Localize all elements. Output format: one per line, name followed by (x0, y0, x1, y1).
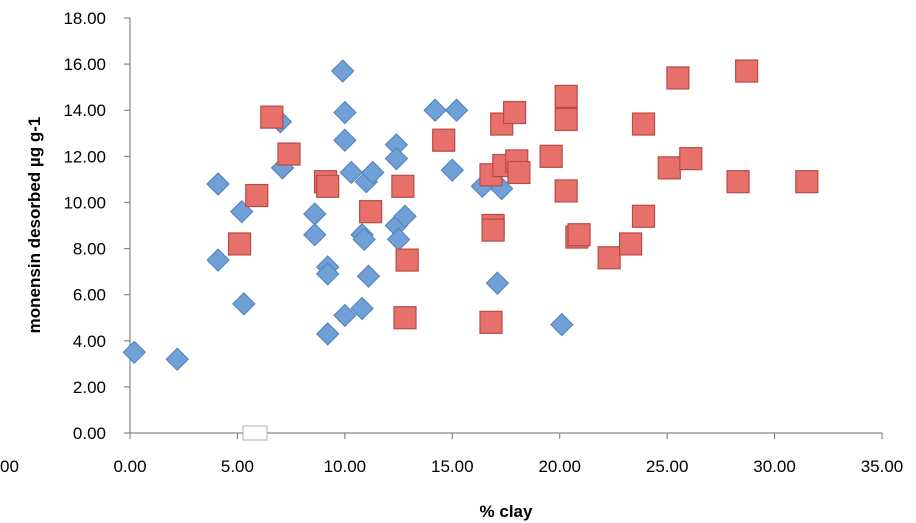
x-tick-label: 0.00 (113, 457, 146, 476)
diamond-point (333, 303, 357, 328)
data-points (122, 59, 819, 371)
square-point (666, 66, 690, 90)
square-point (657, 156, 681, 180)
x-tick-label: 5.00 (221, 457, 254, 476)
diamond-point (440, 158, 464, 182)
diamond-point (356, 264, 381, 288)
axes (129, 18, 882, 434)
square-point (277, 142, 301, 166)
x-axis-title: % clay (480, 502, 533, 521)
y-tick-label: 10.00 (63, 193, 106, 212)
diamond-point (333, 100, 357, 125)
square-point (260, 105, 284, 129)
diamond-point (333, 128, 357, 152)
x-tick-label: 30.00 (753, 457, 796, 476)
square-point (735, 59, 759, 83)
x-tick-label: 10.00 (324, 457, 367, 476)
y-tick-label: 6.00 (73, 286, 106, 305)
square-point (554, 107, 578, 132)
square-point (316, 174, 340, 198)
y-tick-label: 8.00 (73, 240, 106, 259)
square-point (631, 112, 656, 136)
y-axis-ticks: 0.00 2.00 4.00 6.00 8.00 10.00 12.00 14.00 16.00… (63, 9, 130, 443)
diamond-point (122, 340, 147, 365)
diamond-point (352, 227, 376, 252)
x-tick-label: 20.00 (538, 457, 581, 476)
square-point (481, 218, 505, 242)
square-point (567, 223, 591, 247)
y-tick-label: 18.00 (63, 9, 106, 28)
x-axis-ticks: 0.00 5.00 10.00 15.00 20.00 25.00 30.00 35.00 (113, 433, 903, 476)
diamond-point (444, 98, 469, 122)
square-point (679, 147, 703, 171)
x-tick-label: 15.00 (431, 457, 474, 476)
diamond-point (303, 202, 327, 226)
square-point (502, 100, 527, 125)
square-point (432, 128, 456, 152)
square-point (631, 204, 656, 228)
diamond-point (206, 248, 230, 272)
square-point (726, 170, 750, 194)
diamond-point (232, 292, 256, 316)
square-point (245, 183, 269, 208)
diamond-point (485, 271, 510, 295)
y-tick-label: 12.00 (63, 147, 106, 166)
diamond-point (361, 160, 385, 185)
diamond-point (350, 296, 374, 321)
square-point (619, 232, 643, 256)
square-point (479, 310, 503, 334)
diamond-point (550, 312, 574, 337)
y-tick-label: 0.00 (73, 424, 106, 443)
square-point (507, 160, 531, 185)
diamond-point (206, 172, 230, 196)
y-tick-label: 16.00 (63, 55, 106, 74)
diamond-point (165, 347, 189, 371)
y-axis-title: monensin desorbed µg g-1 (25, 117, 44, 334)
x-tick-label: 25.00 (646, 457, 689, 476)
diamond-point (393, 204, 417, 228)
square-point (539, 144, 563, 168)
square-point (554, 179, 578, 203)
diamond-point (303, 223, 327, 247)
diamond-point (384, 146, 409, 171)
y-tick-label: 4.00 (73, 332, 106, 351)
y-tick-label: 14.00 (63, 101, 106, 120)
diamond-point (331, 59, 355, 83)
diamond-point (339, 160, 364, 185)
diamond-point (423, 98, 447, 122)
diamond-point (315, 322, 340, 346)
square-point (359, 200, 383, 224)
diamond-point (315, 262, 340, 286)
square-point (795, 170, 819, 194)
square-point (597, 246, 621, 270)
square-point (393, 306, 417, 330)
square-point (554, 84, 578, 108)
square-point (395, 248, 419, 272)
legend-fragment (242, 425, 268, 441)
square-point (391, 174, 415, 198)
square-point (227, 232, 252, 256)
x-tick-label: 35.00 (861, 457, 904, 476)
partial-x-tick-label: 00 (0, 457, 19, 476)
y-tick-label: 2.00 (73, 378, 106, 397)
